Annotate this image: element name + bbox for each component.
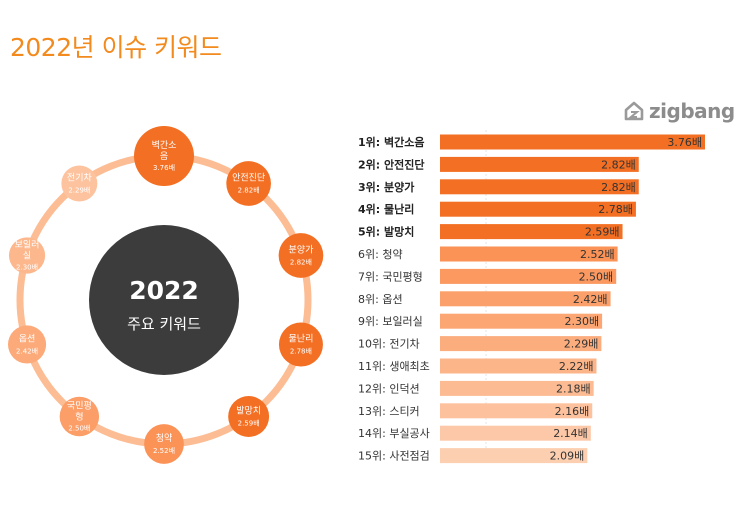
- node-value: 2.59배: [238, 418, 260, 427]
- keyword-node: [278, 233, 324, 278]
- zigbang-logo: zigbang: [623, 99, 735, 123]
- node-value: 2.30배: [16, 263, 38, 272]
- node-label: 옵션: [19, 333, 36, 344]
- center-subtitle: 주요 키워드: [127, 315, 201, 333]
- bar-label: 6위: 청약: [358, 247, 403, 261]
- bar-label: 8위: 옵션: [358, 293, 403, 306]
- node-label: 분양가: [289, 245, 314, 256]
- bar: [440, 403, 593, 419]
- bar-value: 3.76배: [667, 136, 702, 149]
- bar-value: 2.52배: [580, 248, 615, 261]
- node-value: 3.76배: [153, 163, 175, 172]
- node-value: 2.82배: [290, 258, 312, 267]
- node-label: 발망치: [236, 404, 261, 416]
- node-value: 2.50배: [68, 423, 90, 432]
- node-value: 2.78배: [290, 346, 312, 355]
- bar-value: 2.82배: [601, 158, 636, 171]
- bar-value: 2.82배: [601, 181, 636, 194]
- node-label: 물난리: [289, 333, 314, 344]
- node-value: 2.52배: [153, 446, 175, 455]
- bar: [440, 156, 639, 172]
- bar: [440, 224, 623, 240]
- bar-label: 12위: 인덕션: [358, 382, 420, 395]
- center-circle: [89, 225, 239, 375]
- bar-label: 11위: 생애최초: [358, 360, 430, 373]
- bar: [440, 134, 705, 150]
- bar: [440, 358, 597, 374]
- keyword-node: [144, 424, 184, 464]
- bar-value: 2.16배: [555, 405, 590, 418]
- node-value: 2.82배: [238, 186, 260, 195]
- bar: [440, 268, 617, 284]
- bar-label: 5위: 발망치: [358, 225, 414, 239]
- logo-text: zigbang: [649, 99, 735, 123]
- keyword-node: [7, 325, 47, 364]
- bar-value: 2.78배: [598, 203, 633, 216]
- bar-label: 9위: 보일러실: [358, 314, 423, 328]
- bar-label: 2위: 안전진단: [358, 157, 424, 171]
- bar: [440, 201, 636, 217]
- bar-label: 13위: 스티커: [358, 405, 420, 418]
- bar: [440, 313, 603, 329]
- bar: [440, 380, 594, 396]
- node-label: 안전진단: [232, 173, 265, 184]
- bar-label: 14위: 부실공사: [358, 427, 430, 440]
- bar-value: 2.22배: [559, 360, 594, 373]
- bar-value: 2.29배: [564, 338, 599, 351]
- keyword-node: [59, 396, 100, 437]
- node-label: 벽간소 음: [152, 140, 177, 162]
- zigbang-house-icon: [624, 101, 644, 121]
- node-value: 2.42배: [16, 346, 38, 355]
- bar: [440, 448, 588, 464]
- bar-value: 2.09배: [550, 450, 585, 463]
- bar-label: 10위: 전기차: [358, 338, 420, 351]
- bar-value: 2.42배: [573, 293, 608, 306]
- bar-label: 3위: 분양가: [358, 180, 414, 194]
- bar: [440, 179, 639, 195]
- bar: [440, 246, 618, 262]
- keyword-node: [226, 161, 271, 206]
- keyword-node: [8, 237, 46, 274]
- bar-label: 1위: 벽간소음: [358, 135, 424, 149]
- node-label: 전기차: [67, 172, 93, 184]
- node-label: 보일러 실: [15, 240, 40, 262]
- bar-value: 2.30배: [564, 315, 599, 328]
- node-label: 청약: [156, 432, 173, 444]
- keyword-node: [278, 322, 323, 367]
- keyword-node: [228, 396, 270, 437]
- page-title: 2022년 이슈 키워드: [10, 33, 222, 62]
- keyword-node: [134, 126, 194, 186]
- bar: [440, 336, 602, 352]
- bar-value: 2.14배: [553, 427, 588, 440]
- bar-value: 2.59배: [585, 226, 620, 239]
- bar: [440, 291, 611, 307]
- bar-value: 2.50배: [579, 270, 614, 283]
- center-year: 2022: [129, 276, 199, 305]
- bar-label: 7위: 국민평형: [358, 270, 423, 283]
- bar: [440, 425, 591, 441]
- bar-label: 4위: 물난리: [358, 202, 414, 216]
- keyword-node: [61, 165, 98, 202]
- node-label: 국민평 형: [67, 400, 92, 422]
- bar-value: 2.18배: [556, 382, 591, 395]
- bar-label: 15위: 사전점검: [358, 450, 430, 463]
- node-value: 2.29배: [68, 186, 90, 195]
